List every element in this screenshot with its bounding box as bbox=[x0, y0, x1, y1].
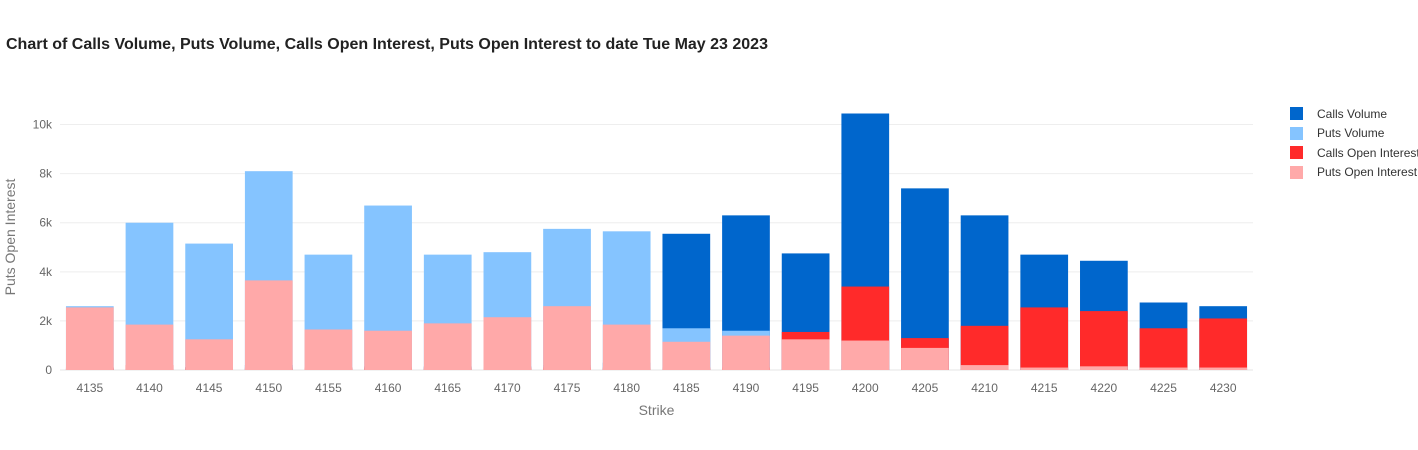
x-tick-label: 4180 bbox=[613, 381, 640, 395]
bar[interactable] bbox=[304, 329, 353, 371]
series-puts-open-interest bbox=[65, 280, 1248, 371]
x-tick-label: 4190 bbox=[733, 381, 760, 395]
legend-label: Puts Volume bbox=[1317, 126, 1385, 141]
y-tick-label: 0 bbox=[45, 363, 52, 377]
x-tick-label: 4195 bbox=[792, 381, 819, 395]
series-puts-volume bbox=[65, 171, 1248, 370]
bar[interactable] bbox=[1020, 367, 1069, 370]
bar[interactable] bbox=[1199, 367, 1248, 370]
y-axis-title: Puts Open Interest bbox=[2, 179, 18, 296]
x-tick-label: 4230 bbox=[1210, 381, 1237, 395]
legend-swatch bbox=[1290, 126, 1303, 140]
x-tick-label: 4225 bbox=[1150, 381, 1177, 395]
x-tick-label: 4170 bbox=[494, 381, 521, 395]
bars bbox=[65, 113, 1248, 371]
bar[interactable] bbox=[1080, 311, 1128, 370]
y-tick-label: 4k bbox=[39, 265, 53, 279]
bar[interactable] bbox=[244, 280, 293, 370]
x-tick-label: 4200 bbox=[852, 381, 879, 395]
gridlines bbox=[60, 124, 1253, 371]
x-tick-label: 4220 bbox=[1091, 381, 1118, 395]
bar[interactable] bbox=[1139, 328, 1188, 370]
bar[interactable] bbox=[960, 325, 1009, 370]
bar[interactable] bbox=[125, 324, 174, 370]
bar[interactable] bbox=[483, 317, 532, 370]
bar[interactable] bbox=[423, 323, 472, 370]
legend-label: Calls Open Interest bbox=[1317, 145, 1418, 160]
legend-label: Puts Open Interest bbox=[1317, 165, 1418, 180]
x-tick-label: 4135 bbox=[76, 381, 103, 395]
bar[interactable] bbox=[781, 339, 830, 370]
bar[interactable] bbox=[662, 341, 711, 370]
x-tick-label: 4160 bbox=[375, 381, 402, 395]
y-tick-label: 8k bbox=[39, 167, 53, 181]
legend-swatch bbox=[1290, 107, 1303, 121]
bar[interactable] bbox=[841, 340, 890, 370]
bar[interactable] bbox=[1020, 307, 1069, 370]
bar[interactable] bbox=[1199, 318, 1248, 370]
x-tick-label: 4205 bbox=[912, 381, 939, 395]
bar[interactable] bbox=[722, 335, 770, 370]
x-tick-labels: 4135 4140 4145 4150 4155 4160 4165 4170 4175 4180… bbox=[76, 381, 1236, 395]
x-tick-label: 4145 bbox=[196, 381, 223, 395]
bar[interactable] bbox=[364, 330, 412, 370]
bar[interactable] bbox=[602, 324, 651, 370]
x-tick-label: 4185 bbox=[673, 381, 700, 395]
x-tick-label: 4140 bbox=[136, 381, 163, 395]
bar[interactable] bbox=[1080, 366, 1128, 370]
x-tick-label: 4210 bbox=[971, 381, 998, 395]
y-tick-labels: 0 2k 4k 6k 8k 10k bbox=[33, 118, 53, 377]
legend[interactable]: Calls Volume Puts Volume Calls Open Intere… bbox=[1290, 104, 1418, 182]
x-tick-label: 4155 bbox=[315, 381, 342, 395]
series-calls-volume bbox=[65, 113, 1248, 370]
x-axis-title: Strike bbox=[639, 402, 675, 418]
legend-item[interactable]: Calls Open Interest bbox=[1290, 143, 1418, 163]
bar[interactable] bbox=[543, 306, 591, 370]
legend-item[interactable]: Puts Open Interest bbox=[1290, 163, 1418, 183]
x-tick-label: 4165 bbox=[434, 381, 461, 395]
legend-label: Calls Volume bbox=[1317, 106, 1388, 121]
bar[interactable] bbox=[185, 339, 233, 370]
legend-item[interactable]: Puts Volume bbox=[1290, 124, 1418, 144]
y-tick-label: 10k bbox=[33, 118, 53, 132]
x-tick-label: 4215 bbox=[1031, 381, 1058, 395]
bar[interactable] bbox=[960, 365, 1009, 370]
legend-swatch bbox=[1290, 165, 1303, 179]
bar[interactable] bbox=[901, 347, 949, 370]
legend-swatch bbox=[1290, 146, 1303, 160]
y-tick-label: 2k bbox=[39, 314, 53, 328]
legend-item[interactable]: Calls Volume bbox=[1290, 104, 1418, 124]
x-tick-label: 4175 bbox=[554, 381, 581, 395]
chart-title: Chart of Calls Volume, Puts Volume, Call… bbox=[6, 36, 768, 53]
series-calls-open-interest bbox=[65, 286, 1248, 370]
x-tick-label: 4150 bbox=[255, 381, 282, 395]
bar[interactable] bbox=[1139, 367, 1188, 370]
bar[interactable] bbox=[65, 307, 114, 370]
y-tick-label: 6k bbox=[39, 216, 53, 230]
